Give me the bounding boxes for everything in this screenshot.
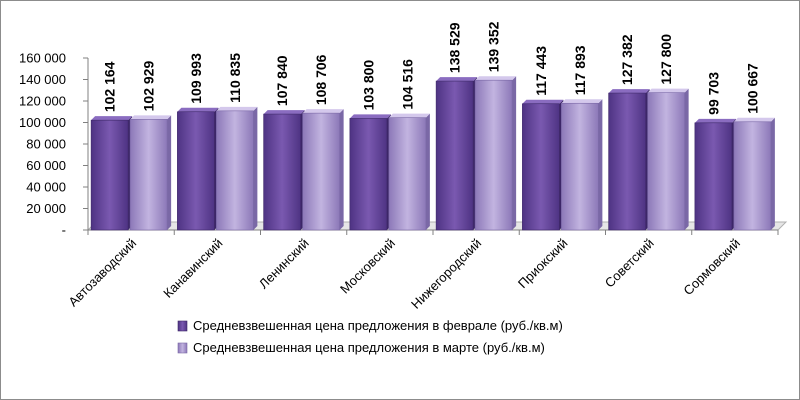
data-label: 127 382	[619, 34, 635, 85]
bar	[263, 113, 301, 231]
y-tick-label: -	[62, 223, 66, 238]
bar	[388, 117, 427, 231]
bar-top	[177, 107, 219, 112]
bar	[474, 79, 513, 231]
bar-top	[608, 89, 650, 94]
data-label: 110 835	[227, 53, 243, 103]
y-tick-label: 20 000	[26, 201, 66, 216]
bar-side	[598, 99, 603, 231]
data-label: 99 703	[705, 72, 721, 115]
data-label: 127 800	[658, 34, 674, 85]
bar	[733, 121, 772, 231]
y-tick-label: 100 000	[19, 115, 66, 130]
data-label: 109 993	[188, 53, 204, 104]
bar	[561, 102, 599, 231]
data-label: 104 516	[399, 59, 415, 110]
data-label: 107 840	[274, 55, 290, 106]
bar-top	[733, 117, 775, 122]
x-tick-label: Сормовский	[680, 236, 743, 299]
bar-top	[694, 118, 736, 123]
data-label: 103 800	[360, 60, 376, 111]
data-label: 102 929	[141, 61, 157, 112]
bar-top	[388, 113, 430, 118]
bar-top	[436, 77, 478, 82]
data-labels: 102 164 109 993 107 840 103 800 138 529 117 4…	[102, 21, 761, 114]
bar-top	[349, 114, 391, 119]
bar-side	[167, 115, 172, 230]
x-tick-label: Автозаводский	[65, 236, 139, 310]
x-tick-label: Нижегородский	[408, 236, 484, 312]
bar-top	[475, 76, 517, 81]
bar-top	[647, 88, 689, 93]
data-label: 108 706	[313, 54, 329, 105]
bar-top	[263, 110, 305, 115]
bar-side	[425, 113, 430, 230]
data-label: 139 352	[486, 21, 502, 72]
bar	[90, 119, 129, 231]
y-tick-label: 40 000	[26, 180, 66, 195]
bar-top	[522, 99, 564, 104]
bar-top	[130, 115, 172, 120]
data-label: 138 529	[447, 22, 463, 73]
x-tick-label: Канавинский	[160, 236, 225, 301]
bar	[694, 122, 733, 231]
bar-side	[512, 76, 517, 231]
bar	[177, 111, 215, 231]
data-label: 102 164	[102, 61, 118, 112]
bar	[302, 112, 340, 231]
bar	[647, 92, 685, 231]
legend: Средневзвешенная цена предложения в февр…	[177, 318, 563, 355]
bar-side	[253, 106, 258, 230]
bar-top	[216, 106, 258, 111]
bar	[522, 103, 560, 231]
data-label: 117 443	[533, 46, 549, 96]
y-tick-label: 160 000	[19, 51, 66, 66]
legend-swatch	[177, 342, 188, 354]
bar-top	[561, 99, 603, 104]
data-label: 100 667	[744, 63, 760, 114]
x-tick-label: Ленинский	[256, 236, 312, 292]
y-tick-label: 120 000	[19, 94, 66, 109]
legend-label: Средневзвешенная цена предложения в февр…	[193, 318, 563, 333]
bar-top	[302, 109, 344, 114]
y-tick-label: 80 000	[26, 137, 66, 152]
legend-swatch	[177, 320, 188, 332]
x-tick-label: Приокский	[515, 236, 571, 292]
x-tick-label: Московский	[337, 236, 398, 297]
y-tick-label: 60 000	[26, 158, 66, 173]
data-label: 117 893	[572, 45, 588, 95]
bar	[216, 110, 254, 231]
y-tick-label: 140 000	[19, 72, 66, 87]
bar-top	[91, 116, 133, 121]
x-tick-label: Советский	[602, 236, 657, 291]
bar	[129, 119, 168, 231]
legend-label: Средневзвешенная цена предложения в март…	[193, 340, 545, 355]
bar	[349, 118, 388, 231]
bars	[90, 76, 775, 231]
bar-side	[770, 117, 775, 230]
bar-side	[339, 109, 344, 230]
bar	[435, 80, 474, 231]
bar-side	[684, 88, 689, 231]
bar	[608, 92, 646, 231]
